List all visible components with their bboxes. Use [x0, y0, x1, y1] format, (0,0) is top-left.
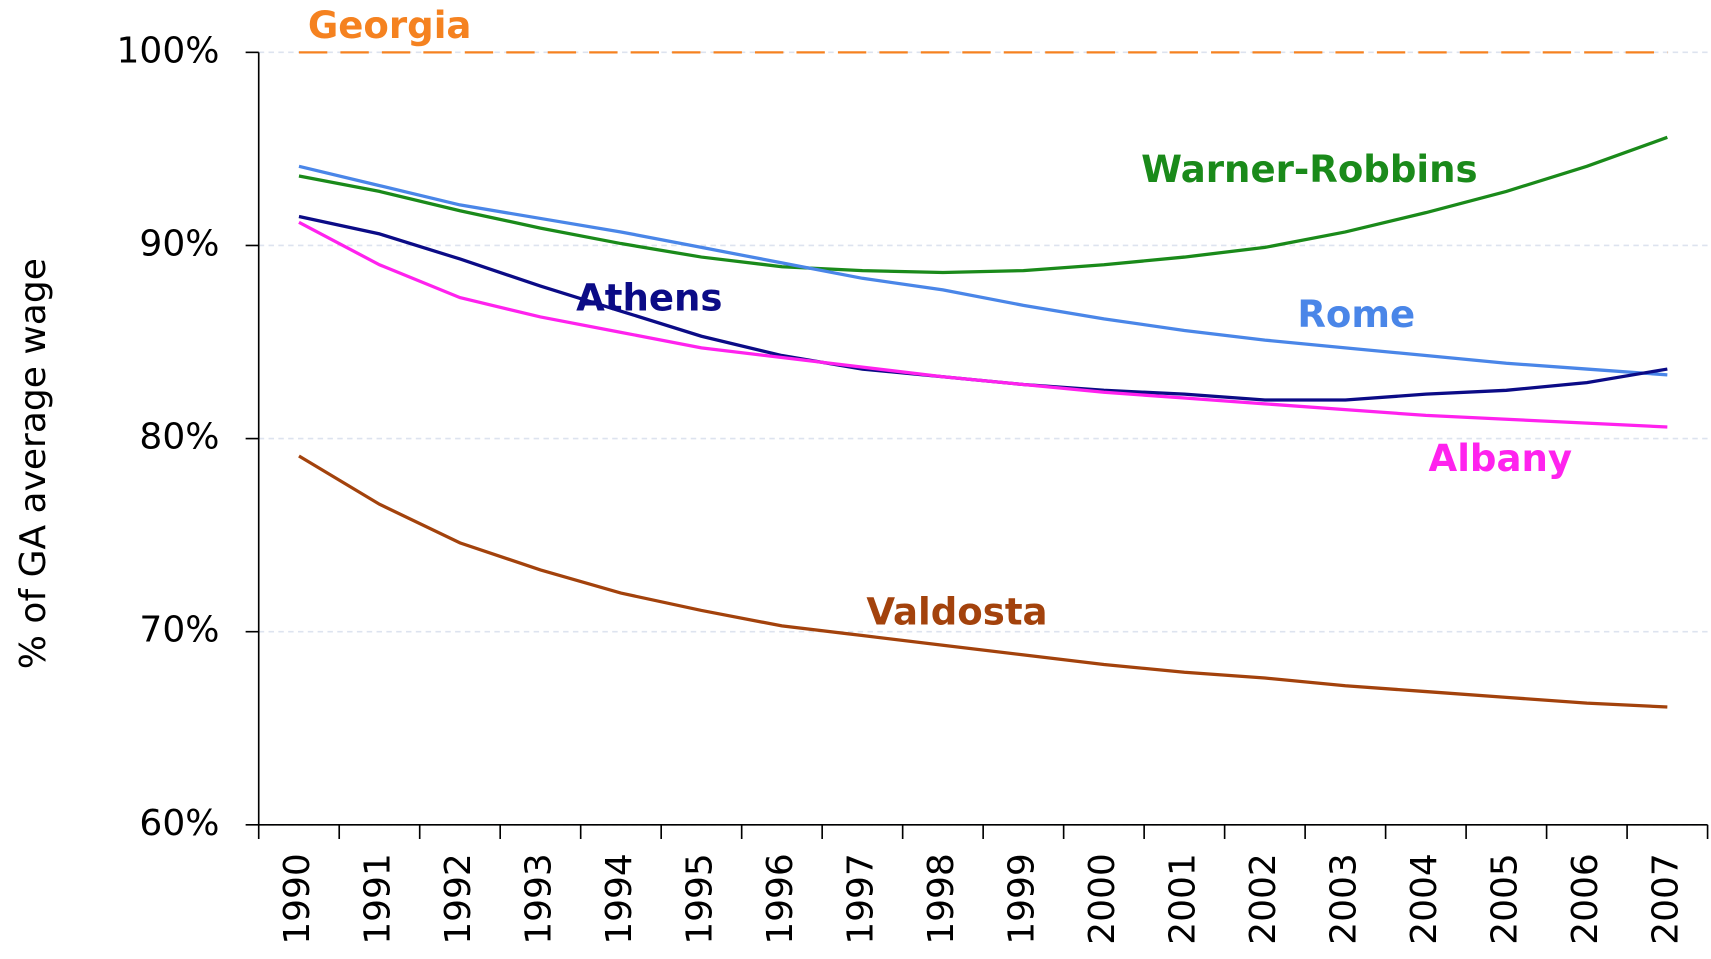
series-line [298, 164, 1668, 377]
x-tick-label: 1990 [277, 853, 318, 945]
y-axis-label: % of GA average wage [13, 258, 54, 669]
x-tick-label: 2001 [1162, 853, 1203, 945]
x-tick-label: 2000 [1082, 853, 1123, 945]
y-tick-label: 60% [139, 803, 219, 844]
x-tick-label: 2002 [1243, 853, 1284, 945]
x-tick-label: 1992 [438, 853, 479, 945]
series-line [298, 220, 1668, 429]
y-tick-label: 90% [139, 223, 219, 264]
x-tick-label: 2004 [1404, 853, 1445, 945]
x-tick-label: 2005 [1484, 853, 1525, 945]
series-label: Georgia [308, 4, 472, 47]
y-tick-label: 100% [117, 30, 220, 71]
x-tick-label: 1991 [357, 853, 398, 945]
x-tick-label: 1998 [921, 853, 962, 945]
x-tick-label: 1999 [1001, 853, 1042, 945]
y-tick-label: 70% [139, 610, 219, 651]
x-tick-label: 1997 [840, 853, 881, 945]
x-tick-label: 2006 [1565, 853, 1606, 945]
x-tick-label: 2003 [1323, 853, 1364, 945]
x-tick-label: 1995 [679, 853, 720, 945]
series-line [298, 135, 1668, 275]
series-label: Athens [576, 277, 722, 320]
series-line [298, 454, 1668, 709]
x-tick-label: 1993 [518, 853, 559, 945]
x-tick-label: 1994 [599, 853, 640, 945]
series-label: Valdosta [866, 591, 1047, 634]
y-tick-label: 80% [139, 417, 219, 458]
series-label: Albany [1429, 437, 1573, 480]
series-label: Rome [1297, 293, 1415, 336]
x-tick-label: 2007 [1645, 853, 1686, 945]
series-label: Warner-Robbins [1141, 148, 1477, 191]
x-tick-label: 1996 [760, 853, 801, 945]
